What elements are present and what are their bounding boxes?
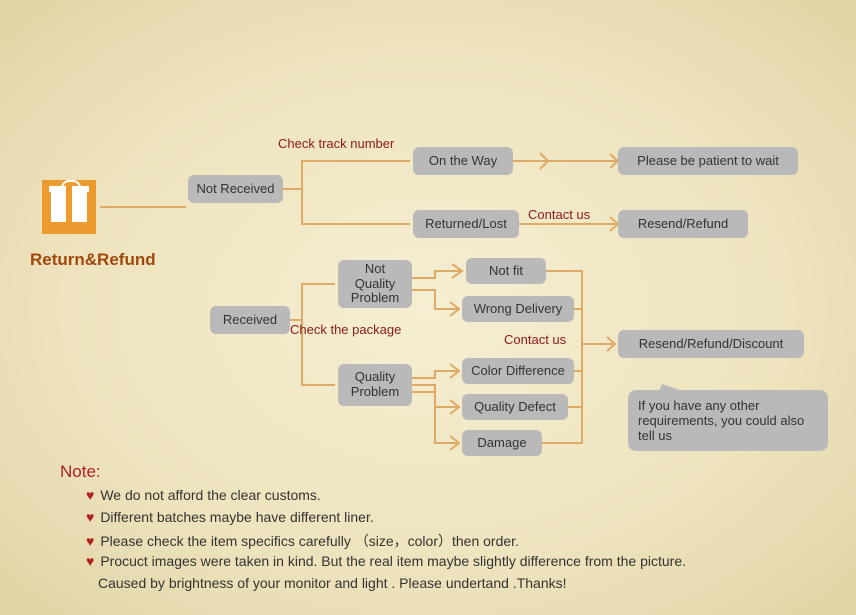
- node-not-quality: Not Quality Problem: [338, 260, 412, 308]
- gift-icon: [42, 180, 96, 234]
- note-title: Note:: [60, 462, 101, 482]
- node-received: Received: [210, 306, 290, 334]
- label-contact-us-2: Contact us: [504, 332, 566, 347]
- node-quality: Quality Problem: [338, 364, 412, 406]
- heart-icon: ♥: [86, 533, 94, 549]
- note-line-0: ♥ We do not afford the clear customs.: [86, 487, 321, 503]
- section-title: Return&Refund: [30, 250, 156, 270]
- node-please-wait: Please be patient to wait: [618, 147, 798, 175]
- node-not-received: Not Received: [188, 175, 283, 203]
- heart-icon: ♥: [86, 509, 94, 525]
- speech-bubble: If you have any other requirements, you …: [628, 390, 828, 451]
- label-check-package: Check the package: [290, 322, 401, 337]
- node-damage: Damage: [462, 430, 542, 456]
- note-text: Procuct images were taken in kind. But t…: [100, 553, 686, 569]
- node-quality-defect: Quality Defect: [462, 394, 568, 420]
- node-resend-refund: Resend/Refund: [618, 210, 748, 238]
- note-text: Caused by brightness of your monitor and…: [98, 575, 567, 591]
- heart-icon: ♥: [86, 487, 94, 503]
- note-text: We do not afford the clear customs.: [100, 487, 321, 503]
- node-not-fit: Not fit: [466, 258, 546, 284]
- note-line-1: ♥ Different batches maybe have different …: [86, 509, 374, 525]
- node-returned-lost: Returned/Lost: [413, 210, 519, 238]
- label-contact-us-1: Contact us: [528, 207, 590, 222]
- note-line-3: ♥ Procuct images were taken in kind. But …: [86, 553, 686, 569]
- note-line-2: ♥ Please check the item specifics careful…: [86, 531, 519, 551]
- note-line-4: Caused by brightness of your monitor and…: [98, 575, 567, 591]
- note-text: Please check the item specifics carefull…: [100, 533, 519, 549]
- node-wrong-delivery: Wrong Delivery: [462, 296, 574, 322]
- node-color-diff: Color Difference: [462, 358, 574, 384]
- note-text: Different batches maybe have different l…: [100, 509, 373, 525]
- heart-icon: ♥: [86, 553, 94, 569]
- diagram-canvas: { "meta": { "background_center": "#f5eed…: [0, 0, 856, 615]
- node-rrd: Resend/Refund/Discount: [618, 330, 804, 358]
- label-check-track: Check track number: [278, 136, 394, 151]
- node-on-the-way: On the Way: [413, 147, 513, 175]
